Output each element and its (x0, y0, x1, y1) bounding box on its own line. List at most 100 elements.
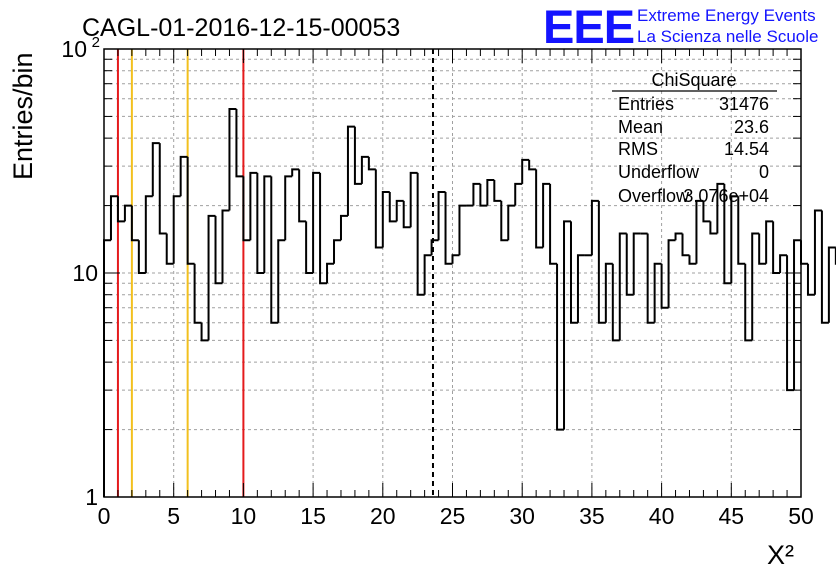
histogram-bin (500, 200, 509, 242)
histogram-bin (221, 209, 230, 284)
histogram-bin (360, 155, 369, 184)
histogram-bin (611, 263, 620, 342)
histogram-bin (179, 155, 188, 197)
histogram-bin (681, 233, 690, 257)
histogram-bin (646, 233, 655, 324)
stats-mean-label: Mean (618, 117, 663, 137)
histogram-bin (151, 142, 160, 197)
histogram-bin (193, 263, 202, 324)
x-tick-label: 50 (788, 503, 814, 529)
histogram-bin (103, 239, 111, 497)
histogram-bin (186, 156, 195, 265)
histogram-bin (374, 169, 383, 249)
histogram-bin (779, 254, 788, 273)
histogram-bin (346, 125, 355, 216)
y-tick-label-exponent: 2 (92, 34, 100, 51)
histogram-bin (730, 195, 739, 284)
histogram-bin (333, 239, 341, 264)
histogram-bin (716, 182, 725, 234)
histogram-bin (549, 183, 558, 265)
histogram-bin (423, 254, 432, 295)
stats-box: ChiSquare Entries 31476 Mean 23.6 RMS 14… (612, 70, 777, 206)
histogram-bin (249, 171, 258, 241)
histogram-bin (772, 221, 781, 274)
histogram-bin (793, 239, 801, 391)
histogram-bin (130, 205, 139, 242)
histogram-bin (437, 190, 446, 241)
histogram-bin (479, 183, 488, 207)
histogram-bin (472, 182, 481, 206)
histogram-bin (660, 263, 669, 309)
histogram-bin (416, 172, 425, 296)
histogram-bin (486, 179, 495, 206)
y-tick-label: 10 (61, 36, 87, 62)
histogram-bin (569, 221, 578, 324)
histogram-bin (402, 200, 411, 229)
histogram-bin (813, 209, 822, 295)
histogram-bin (597, 200, 606, 324)
x-tick-label: 5 (167, 503, 180, 529)
eee-logo-mark: EEE (543, 0, 634, 53)
histogram-bin (284, 175, 293, 241)
histogram-bin (430, 239, 439, 256)
histogram-bin (123, 204, 132, 222)
x-tick-label: 35 (579, 503, 605, 529)
histogram-bin (270, 176, 279, 324)
histogram-bin (576, 254, 585, 323)
histogram-bin (521, 158, 530, 184)
histogram-bin (116, 196, 125, 223)
histogram-bin (235, 108, 244, 178)
histogram-bin (765, 220, 774, 264)
x-tick-label: 20 (370, 503, 396, 529)
histogram-bin (556, 263, 565, 431)
histogram-bin (381, 190, 390, 248)
histogram-bin (165, 233, 174, 265)
x-axis-label: X² (767, 540, 794, 570)
histogram-bin (744, 263, 753, 342)
histogram-bin (291, 168, 300, 177)
histogram-bin (604, 262, 613, 323)
histogram-bin (820, 210, 829, 324)
eee-logo-line1: Extreme Energy Events (637, 6, 816, 25)
y-axis-label: Entries/bin (8, 52, 38, 180)
x-tick-label: 25 (440, 503, 466, 529)
stats-overflow-label: Overflow (618, 186, 690, 206)
histogram-bin (395, 199, 404, 222)
histogram-bin (388, 191, 397, 223)
histogram-bin (319, 172, 328, 285)
histogram-bin (786, 255, 795, 392)
stats-underflow-value: 0 (759, 162, 769, 182)
histogram-bin (451, 254, 460, 264)
histogram-bin (590, 199, 599, 256)
histogram-bin (709, 221, 718, 235)
histogram-bin (806, 263, 815, 296)
histogram-bin (827, 246, 836, 323)
histogram-layer (103, 107, 836, 497)
stats-overflow-value: 3.076e+04 (683, 186, 769, 206)
histogram-bin (514, 182, 523, 206)
histogram-bin (702, 200, 711, 223)
run-title: CAGL-01-2016-12-15-00053 (82, 14, 400, 42)
stats-entries-label: Entries (618, 94, 674, 114)
histogram-bin (507, 204, 516, 241)
histogram-bin (409, 171, 418, 228)
y-tick-label: 10 (72, 260, 98, 286)
histogram-bin (535, 169, 544, 249)
stats-rms-label: RMS (618, 139, 658, 159)
histogram-bin (563, 220, 571, 430)
histogram-bin (528, 159, 537, 171)
histogram-bin (458, 204, 467, 256)
stats-underflow-label: Underflow (618, 162, 700, 182)
histogram-bin (674, 232, 683, 241)
x-tick-label: 15 (300, 503, 326, 529)
histogram-bin (737, 196, 746, 265)
x-tick-label: 0 (98, 503, 111, 529)
histogram-bin (353, 126, 362, 185)
eee-logo-line2: La Scienza nelle Scuole (637, 27, 818, 46)
histogram-bin (758, 233, 767, 265)
histogram-bin (653, 262, 662, 323)
histogram-bin (367, 156, 376, 171)
histogram-bin (305, 221, 314, 274)
histogram-bin (144, 195, 153, 273)
histogram-bin (339, 214, 348, 241)
